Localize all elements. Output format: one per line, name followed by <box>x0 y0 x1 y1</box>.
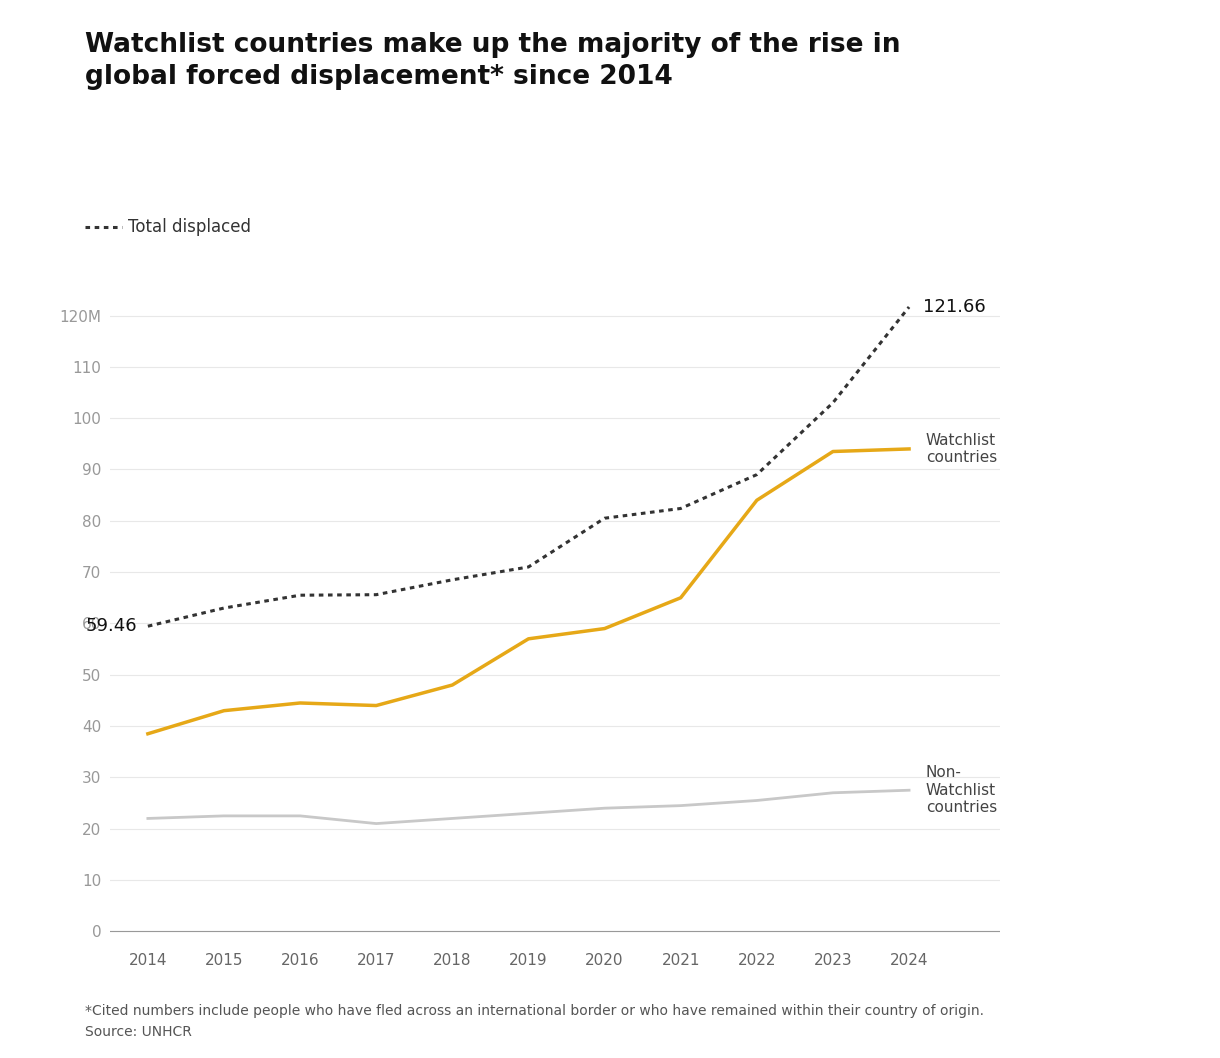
Text: Source: UNHCR: Source: UNHCR <box>85 1025 193 1039</box>
Text: 59.46: 59.46 <box>85 617 137 635</box>
Text: Total displaced: Total displaced <box>128 218 251 237</box>
Text: Watchlist countries make up the majority of the rise in
global forced displaceme: Watchlist countries make up the majority… <box>85 32 900 90</box>
Text: *Cited numbers include people who have fled across an international border or wh: *Cited numbers include people who have f… <box>85 1004 985 1018</box>
Text: Non-
Watchlist
countries: Non- Watchlist countries <box>926 765 997 815</box>
Text: 121.66: 121.66 <box>924 298 986 316</box>
Text: Watchlist
countries: Watchlist countries <box>926 433 997 466</box>
